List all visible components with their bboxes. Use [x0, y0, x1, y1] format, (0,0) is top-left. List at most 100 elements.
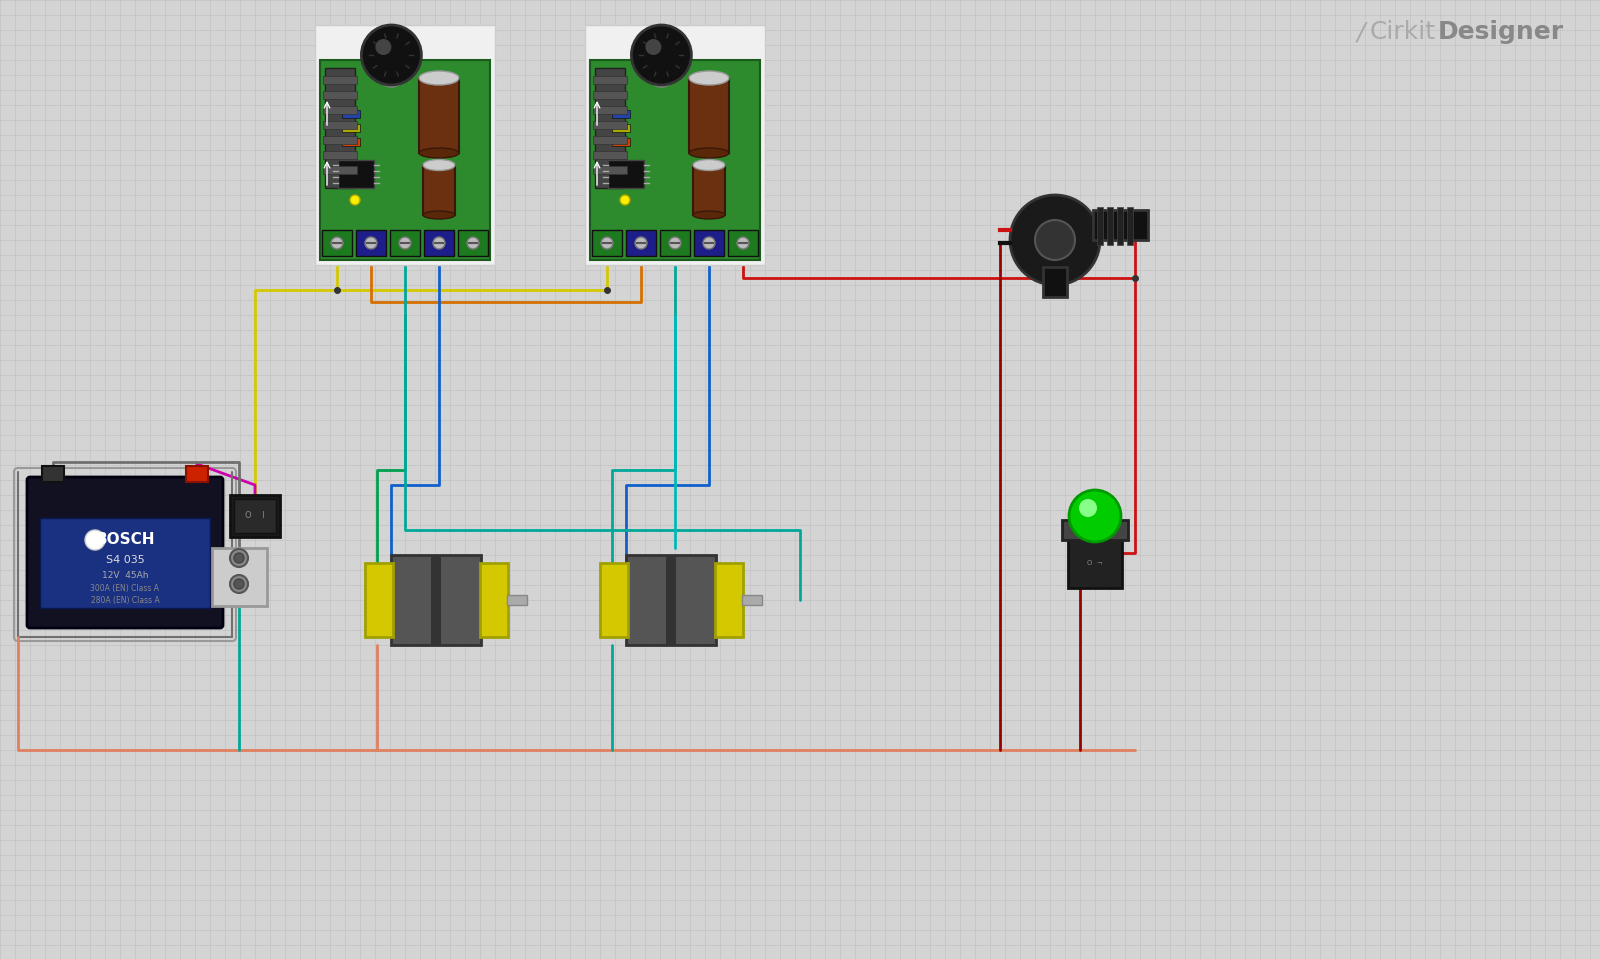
Circle shape [645, 39, 661, 55]
Bar [211, 548, 267, 606]
Bar [323, 121, 357, 129]
Bar [611, 110, 630, 118]
Text: 300A (EN) Class A: 300A (EN) Class A [91, 583, 160, 593]
Bar [355, 230, 386, 256]
Circle shape [669, 237, 682, 249]
Circle shape [635, 237, 646, 249]
Bar [595, 68, 626, 188]
Bar [690, 78, 730, 153]
Text: O    I: O I [245, 511, 266, 521]
Ellipse shape [1010, 195, 1101, 285]
Text: S4 035: S4 035 [106, 555, 144, 565]
Bar [342, 110, 360, 118]
Bar [611, 124, 630, 132]
Bar [323, 166, 357, 174]
Bar [611, 138, 630, 146]
Circle shape [1069, 490, 1122, 542]
Bar [323, 151, 357, 159]
Bar [430, 555, 442, 645]
Bar [419, 78, 459, 153]
FancyBboxPatch shape [586, 25, 765, 265]
Bar [1062, 520, 1128, 540]
Circle shape [365, 237, 378, 249]
Circle shape [378, 59, 405, 87]
Circle shape [382, 64, 400, 82]
Bar [594, 76, 627, 84]
Ellipse shape [690, 148, 730, 158]
Bar [507, 595, 526, 605]
Ellipse shape [690, 71, 730, 85]
Circle shape [632, 25, 691, 85]
Bar [1126, 207, 1133, 245]
Bar [323, 76, 357, 84]
Circle shape [648, 59, 675, 87]
Bar [666, 555, 675, 645]
Text: Designer: Designer [1438, 20, 1565, 44]
Bar [594, 106, 627, 114]
Bar [458, 230, 488, 256]
Circle shape [467, 237, 478, 249]
Circle shape [234, 579, 243, 589]
Ellipse shape [419, 148, 459, 158]
Circle shape [702, 237, 715, 249]
Bar [325, 68, 355, 188]
Circle shape [434, 237, 445, 249]
Bar [390, 555, 482, 645]
Ellipse shape [422, 159, 454, 171]
Circle shape [350, 195, 360, 205]
Bar [422, 165, 454, 215]
Bar [608, 160, 643, 188]
Text: BOSCH: BOSCH [96, 532, 155, 548]
Ellipse shape [419, 71, 459, 85]
Bar [590, 60, 760, 260]
Bar [42, 466, 64, 482]
Bar [1069, 528, 1122, 588]
Text: 12V  45Ah: 12V 45Ah [102, 572, 149, 580]
Text: Cirkit: Cirkit [1370, 20, 1437, 44]
Bar [390, 230, 419, 256]
Bar [594, 166, 627, 174]
Circle shape [1035, 220, 1075, 260]
Bar [1093, 210, 1149, 240]
Bar [1043, 267, 1067, 297]
Bar [728, 230, 758, 256]
FancyBboxPatch shape [315, 25, 494, 265]
Bar [234, 499, 277, 533]
Circle shape [230, 575, 248, 593]
Bar [600, 563, 627, 637]
Bar [320, 60, 490, 260]
FancyBboxPatch shape [27, 477, 222, 628]
Text: 280A (EN) Class A: 280A (EN) Class A [91, 596, 160, 604]
Bar [1107, 207, 1114, 245]
Bar [594, 91, 627, 99]
Bar [626, 230, 656, 256]
Bar [594, 151, 627, 159]
Text: /: / [1357, 20, 1365, 44]
Bar [480, 563, 509, 637]
Circle shape [1078, 499, 1098, 517]
Bar [742, 595, 762, 605]
Circle shape [602, 237, 613, 249]
Circle shape [85, 530, 106, 550]
Bar [342, 138, 360, 146]
Bar [694, 230, 723, 256]
Circle shape [376, 39, 392, 55]
Bar [715, 563, 742, 637]
Bar [661, 230, 690, 256]
Circle shape [398, 237, 411, 249]
Ellipse shape [693, 211, 725, 219]
Bar [323, 91, 357, 99]
Bar [230, 495, 280, 537]
Bar [365, 563, 394, 637]
Circle shape [621, 195, 630, 205]
Bar [342, 124, 360, 132]
Bar [1098, 207, 1102, 245]
Text: O  ¬: O ¬ [1086, 560, 1102, 566]
Bar [322, 230, 352, 256]
Ellipse shape [693, 159, 725, 171]
Bar [594, 136, 627, 144]
Circle shape [653, 64, 670, 82]
Bar [323, 136, 357, 144]
Circle shape [234, 553, 243, 563]
Bar [1117, 207, 1123, 245]
